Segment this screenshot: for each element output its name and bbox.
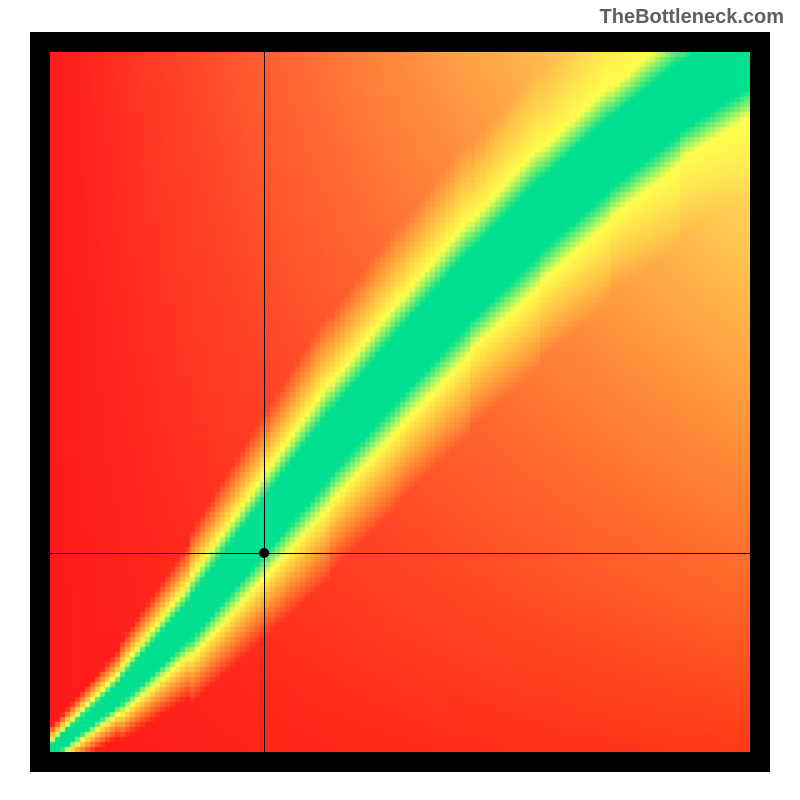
chart-frame <box>30 32 770 772</box>
heatmap-canvas <box>50 52 750 752</box>
chart-area <box>50 52 750 752</box>
crosshair-horizontal <box>50 553 750 554</box>
crosshair-vertical <box>264 52 265 752</box>
attribution-text: TheBottleneck.com <box>600 6 784 29</box>
data-point <box>259 548 269 558</box>
